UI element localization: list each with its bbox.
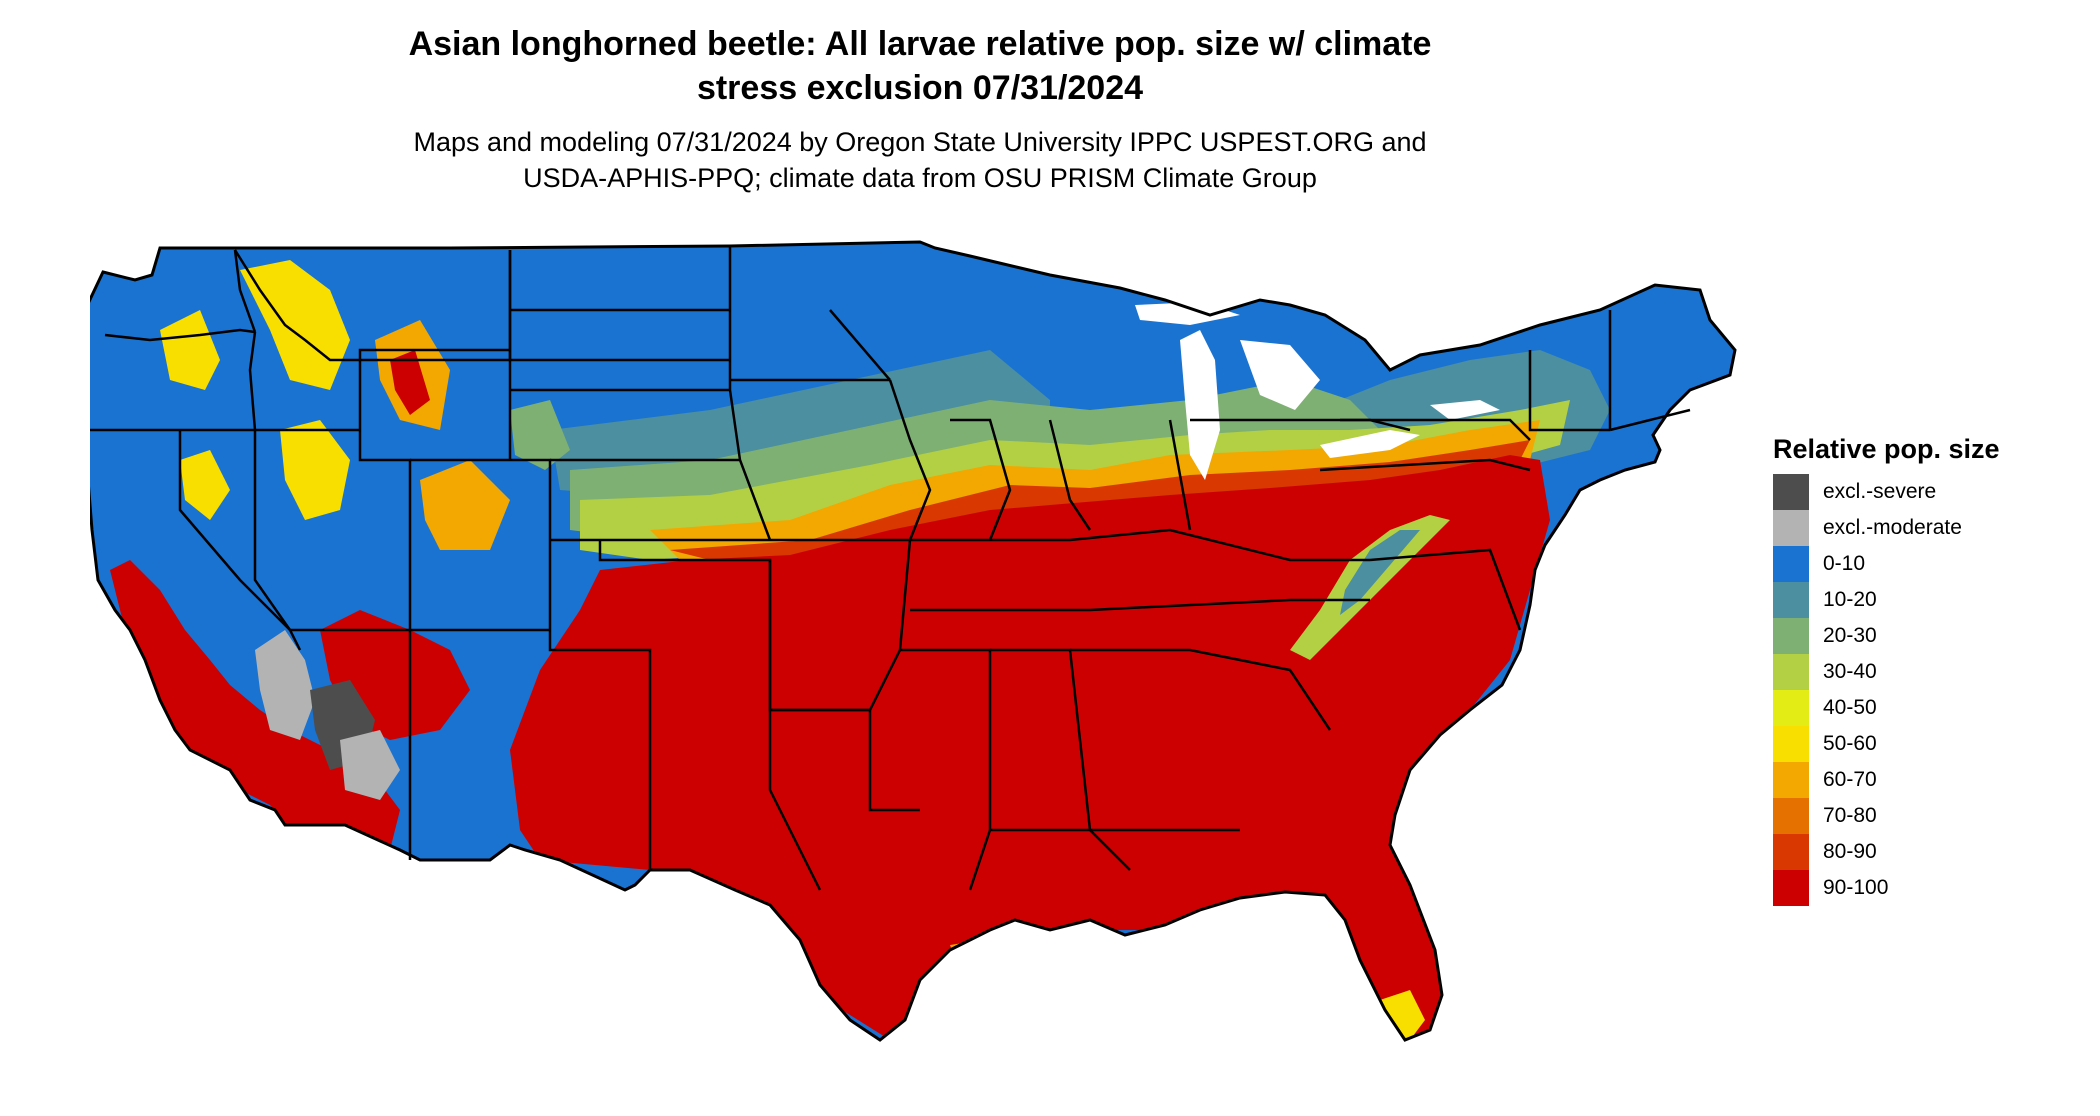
legend-swatch — [1773, 546, 1809, 582]
legend-swatch — [1773, 618, 1809, 654]
legend-item: 60-70 — [1773, 762, 2073, 798]
legend-swatch — [1773, 654, 1809, 690]
legend-item: 80-90 — [1773, 834, 2073, 870]
zone-excl-moderate-arizona — [340, 730, 400, 800]
legend-label: excl.-severe — [1823, 480, 1937, 503]
legend-items: excl.-severe excl.-moderate 0-10 10-20 20-30… — [1773, 474, 2073, 906]
zone-10-20-appalachia — [1340, 530, 1420, 615]
border-mn-wi — [829, 309, 891, 381]
legend-item: 70-80 — [1773, 798, 2073, 834]
border-pa-md — [1319, 458, 1531, 472]
border-ma — [1609, 408, 1691, 432]
border-nm-tx — [548, 630, 652, 870]
border-ms-al — [900, 648, 992, 891]
zone-50-60-nevada — [280, 420, 350, 520]
border-mn-ia-mo-west — [728, 246, 772, 541]
legend-item: 20-30 — [1773, 618, 2073, 654]
zone-90-100-california — [110, 560, 400, 850]
zone-excl-moderate-mojave — [255, 630, 315, 740]
us-outline — [90, 240, 1737, 1042]
legend-swatch — [1773, 510, 1809, 546]
legend: Relative pop. size excl.-severe excl.-mod… — [1773, 432, 2073, 906]
legend-item: 10-20 — [1773, 582, 2073, 618]
lake-erie — [1320, 430, 1420, 458]
legend-item: 50-60 — [1773, 726, 2073, 762]
legend-title: Relative pop. size — [1773, 434, 2000, 464]
legend-swatch — [1773, 798, 1809, 834]
border-wa-id — [233, 249, 257, 333]
legend-swatch — [1773, 726, 1809, 762]
border-id-mt — [233, 249, 360, 362]
zone-90-100-wyoming — [390, 350, 430, 415]
legend-swatch — [1773, 690, 1809, 726]
legend-label: 60-70 — [1823, 768, 1877, 791]
border-la-ms — [770, 708, 920, 812]
border-pa-ny — [1340, 418, 1531, 441]
legend-item: 0-10 — [1773, 546, 2073, 582]
legend-label: 70-80 — [1823, 804, 1877, 827]
us-map-svg — [90, 240, 1737, 1042]
legend-label: 20-30 — [1823, 624, 1877, 647]
border-in-oh — [1048, 419, 1092, 531]
legend-label: 50-60 — [1823, 732, 1877, 755]
zone-50-60-cascades — [160, 310, 220, 390]
legend-swatch — [1773, 834, 1809, 870]
lake-huron — [1240, 340, 1320, 410]
legend-label: 90-100 — [1823, 876, 1889, 899]
legend-label: 10-20 — [1823, 588, 1877, 611]
legend-item: 30-40 — [1773, 654, 2073, 690]
border-va-nc — [1369, 548, 1522, 631]
state-borders — [90, 240, 1737, 1042]
border-al-ga — [990, 648, 1131, 871]
legend-label: excl.-moderate — [1823, 516, 1962, 539]
legend-swatch — [1773, 762, 1809, 798]
border-il-in — [950, 418, 1012, 541]
zone-60-70-colorado — [420, 460, 510, 550]
zone-50-60-sierra — [180, 450, 230, 520]
title-line-2: stress exclusion 07/31/2024 — [696, 69, 1144, 107]
border-tx-la — [768, 700, 822, 891]
border-ky-tn — [910, 528, 1370, 562]
lake-superior — [1135, 302, 1240, 325]
border-ut-co — [358, 430, 412, 630]
border-ia-il-river — [888, 379, 932, 541]
legend-label: 40-50 — [1823, 696, 1877, 719]
legend-item: excl.-severe — [1773, 474, 2073, 510]
legend-label: 80-90 — [1823, 840, 1877, 863]
border-or-id — [248, 331, 257, 431]
zone-20-30-colorado-east — [510, 400, 570, 470]
legend-swatch — [1773, 474, 1809, 510]
title-line-1: Asian longhorned beetle: All larvae rela… — [408, 25, 1432, 63]
legend-swatch — [1773, 870, 1809, 906]
border-tn-nc — [910, 598, 1370, 612]
border-mt-wy — [358, 348, 510, 360]
border-oh-pa — [1168, 419, 1192, 531]
subtitle-line-1: Maps and modeling 07/31/2024 by Oregon S… — [413, 127, 1427, 157]
heatmap-layer — [90, 242, 1735, 1040]
border-nv-ut — [253, 430, 292, 631]
lake-michigan — [1180, 330, 1220, 480]
us-map — [90, 230, 1740, 1110]
legend-item: excl.-moderate — [1773, 510, 2073, 546]
title-block: Asian longhorned beetle: All larvae rela… — [250, 22, 1590, 196]
zone-50-60-northern-rockies — [240, 260, 350, 390]
legend-label: 30-40 — [1823, 660, 1877, 683]
legend-swatch — [1773, 582, 1809, 618]
map-title: Asian longhorned beetle: All larvae rela… — [250, 22, 1590, 110]
border-ny-ne — [1528, 350, 1610, 432]
legend-label: 0-10 — [1823, 552, 1866, 575]
map-subtitle: Maps and modeling 07/31/2024 by Oregon S… — [250, 124, 1590, 196]
subtitle-line-2: USDA-APHIS-PPQ; climate data from OSU PR… — [523, 163, 1317, 193]
border-wa-or — [104, 328, 256, 342]
lake-ontario — [1430, 400, 1500, 420]
border-ga-sc — [1070, 648, 1332, 731]
great-lakes — [1135, 302, 1500, 480]
border-ca-nv — [178, 430, 302, 651]
border-dakotas-outer — [508, 250, 730, 362]
legend-item: 40-50 — [1773, 690, 2073, 726]
legend-item: 90-100 — [1773, 870, 2073, 906]
